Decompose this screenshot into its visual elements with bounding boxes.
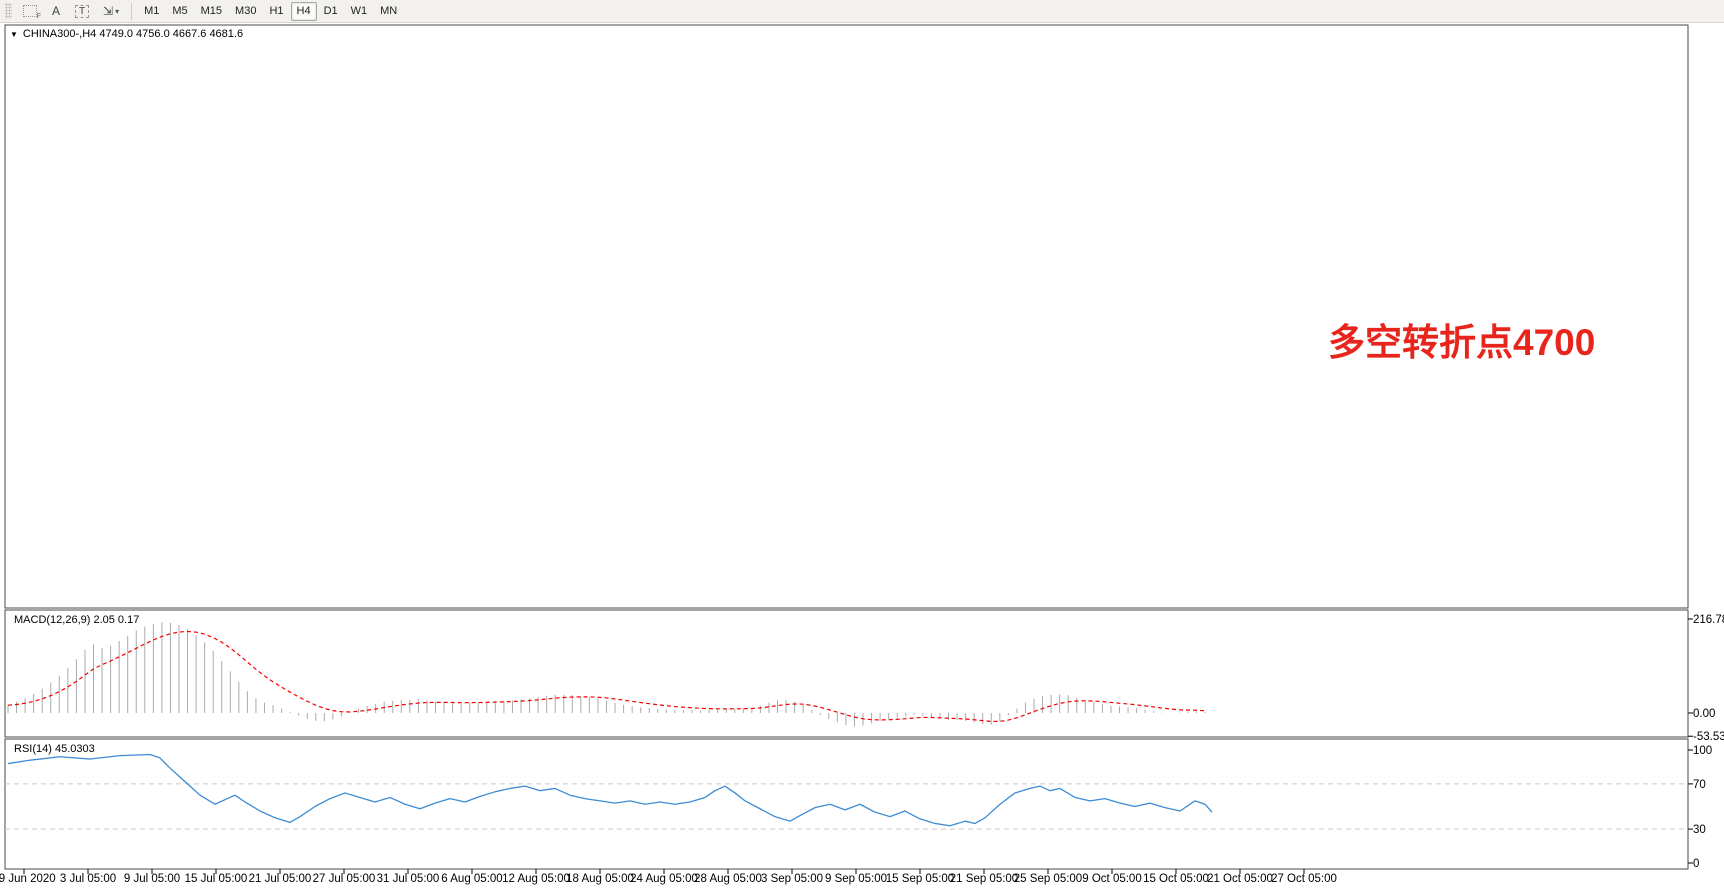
- time-tick-label: 25 Sep 05:00: [1014, 873, 1082, 885]
- macd-signal-line: [7, 630, 1206, 723]
- text-label-tool-button[interactable]: T: [69, 2, 95, 21]
- time-tick-label: 3 Jul 05:00: [60, 873, 116, 885]
- rsi-scale-label: 100: [1693, 745, 1712, 757]
- rsi-scale-label: 70: [1693, 779, 1706, 791]
- chart-annotation-text: 多空转折点4700: [1328, 322, 1596, 363]
- time-tick-label: 9 Sep 05:00: [825, 873, 887, 885]
- timeframe-button-mn[interactable]: MN: [380, 5, 398, 17]
- time-tick-label: 21 Jul 05:00: [249, 873, 312, 885]
- panel-frame-2: [4, 738, 1689, 870]
- panel-frame-0: [4, 24, 1689, 609]
- timeframe-group: M1 M5 M15 M30 H1 H4 D1 W1 MN: [138, 1, 403, 21]
- rsi-scale-label: 30: [1693, 824, 1706, 836]
- timeframe-button-h1[interactable]: H1: [269, 5, 284, 17]
- timeframe-button-w1[interactable]: W1: [350, 5, 368, 17]
- symbol-dropdown-icon[interactable]: ▼: [10, 29, 18, 39]
- time-tick-label: 31 Jul 05:00: [377, 873, 440, 885]
- timeframe-button-d1[interactable]: D1: [323, 5, 338, 17]
- time-tick-label: 18 Aug 05:00: [566, 873, 634, 885]
- arrow-shapes-tool-icon: ⇲: [103, 4, 114, 18]
- symbol-ohlc-text: CHINA300-,H4 4749.0 4756.0 4667.6 4681.6: [22, 28, 244, 40]
- symbol-info-bar[interactable]: ▼ CHINA300-,H4 4749.0 4756.0 4667.6 4681…: [10, 28, 243, 40]
- macd-scale-label: 0.00: [1693, 708, 1715, 720]
- timeframe-button-m15[interactable]: M15: [200, 5, 223, 17]
- time-tick-label: 9 Oct 05:00: [1082, 873, 1141, 885]
- dropdown-caret-icon: ▾: [115, 6, 120, 16]
- arrow-shapes-tool-button[interactable]: ⇲ ▾: [97, 2, 125, 21]
- text-label-tool-icon: T: [75, 4, 89, 18]
- rsi-scale-label: 0: [1693, 858, 1699, 870]
- rsi-line: [7, 753, 1213, 827]
- text-tool-icon: A: [51, 4, 60, 18]
- macd-scale-label: -53.53: [1693, 731, 1724, 743]
- time-tick-label: 9 Jul 05:00: [124, 873, 180, 885]
- timeframe-button-m1[interactable]: M1: [144, 5, 160, 17]
- macd-scale-label: 216.78: [1693, 614, 1724, 626]
- time-tick-label: 15 Jul 05:00: [185, 873, 248, 885]
- time-tick-label: 3 Sep 05:00: [761, 873, 823, 885]
- time-tick-label: 29 Jun 2020: [0, 873, 56, 885]
- time-tick-label: 27 Jul 05:00: [313, 873, 376, 885]
- time-tick-label: 27 Oct 05:00: [1271, 873, 1337, 885]
- time-tick-label: 21 Sep 05:00: [950, 873, 1018, 885]
- toolbar-grip[interactable]: [5, 3, 12, 19]
- cursor-tool-icon: F: [23, 5, 41, 20]
- time-tick-label: 12 Aug 05:00: [502, 873, 570, 885]
- time-tick-label: 15 Sep 05:00: [886, 873, 954, 885]
- time-tick-label: 6 Aug 05:00: [441, 873, 502, 885]
- text-tool-button[interactable]: A: [45, 2, 67, 21]
- timeframe-button-m30[interactable]: M30: [235, 5, 257, 17]
- time-tick-label: 24 Aug 05:00: [630, 873, 698, 885]
- cursor-tool-button[interactable]: F: [17, 2, 43, 21]
- time-tick-label: 15 Oct 05:00: [1143, 873, 1209, 885]
- toolbar: F A T ⇲ ▾ M1 M5 M15 M30 H1 H4 D1 W1 MN: [0, 0, 1724, 23]
- macd-indicator-label: MACD(12,26,9) 2.05 0.17: [14, 614, 140, 626]
- panel-frame-1: [4, 609, 1689, 738]
- timeframe-button-m5[interactable]: M5: [172, 5, 188, 17]
- toolbar-separator: [131, 2, 133, 20]
- time-tick-label: 28 Aug 05:00: [694, 873, 762, 885]
- rsi-indicator-label: RSI(14) 45.0303: [14, 743, 95, 755]
- time-tick-label: 21 Oct 05:00: [1207, 873, 1273, 885]
- timeframe-button-h4[interactable]: H4: [290, 1, 317, 21]
